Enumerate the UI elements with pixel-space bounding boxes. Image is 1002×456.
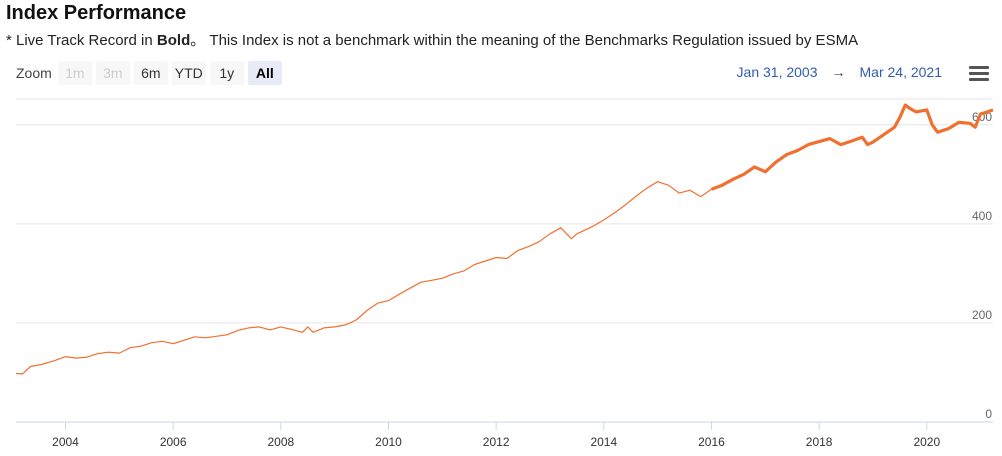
range-arrow: → <box>831 64 846 80</box>
zoom-3m-button[interactable]: 3m <box>95 61 130 85</box>
zoom-ytd-button[interactable]: YTD <box>171 61 206 85</box>
zoom-1y-button[interactable]: 1y <box>209 61 244 85</box>
y-tick-label: 200 <box>972 308 992 322</box>
x-tick-label: 2004 <box>52 435 79 449</box>
x-tick-label: 2006 <box>160 435 187 449</box>
zoom-1m-button[interactable]: 1m <box>57 61 92 85</box>
x-tick-label: 2018 <box>806 435 833 449</box>
zoom-6m-button[interactable]: 6m <box>133 61 168 85</box>
x-tick-label: 2020 <box>913 435 940 449</box>
x-tick-label: 2012 <box>483 435 510 449</box>
zoom-label: Zoom <box>16 65 52 81</box>
date-range: Jan 31, 2003 → Mar 24, 2021 <box>737 64 942 80</box>
note-suffix: 。 This Index is not a benchmark within t… <box>190 32 859 49</box>
note-bold: Bold <box>156 32 191 49</box>
backtest-series-line <box>15 181 712 375</box>
hamburger-menu-icon[interactable] <box>969 66 989 82</box>
chart-subtitle: * Live Track Record in Bold。 This Index … <box>6 29 858 50</box>
note-prefix: * Live Track Record in <box>6 32 157 49</box>
zoom-toolbar: Zoom 1m 3m 6m YTD 1y All <box>16 61 286 85</box>
range-from-input[interactable]: Jan 31, 2003 <box>736 64 818 80</box>
x-tick-label: 2016 <box>698 435 725 449</box>
zoom-all-button[interactable]: All <box>247 61 282 85</box>
x-tick-label: 2008 <box>267 435 294 449</box>
x-tick-label: 2010 <box>375 435 402 449</box>
chart-title: Index Performance <box>6 2 187 24</box>
menu-bar <box>969 66 989 69</box>
x-tick-label: 2014 <box>590 435 617 449</box>
menu-bar <box>969 78 989 81</box>
range-to-input[interactable]: Mar 24, 2021 <box>859 64 943 80</box>
y-tick-label: 400 <box>972 209 992 223</box>
y-tick-label: 0 <box>985 407 992 421</box>
menu-bar <box>969 72 989 75</box>
live-series-line <box>710 103 994 191</box>
